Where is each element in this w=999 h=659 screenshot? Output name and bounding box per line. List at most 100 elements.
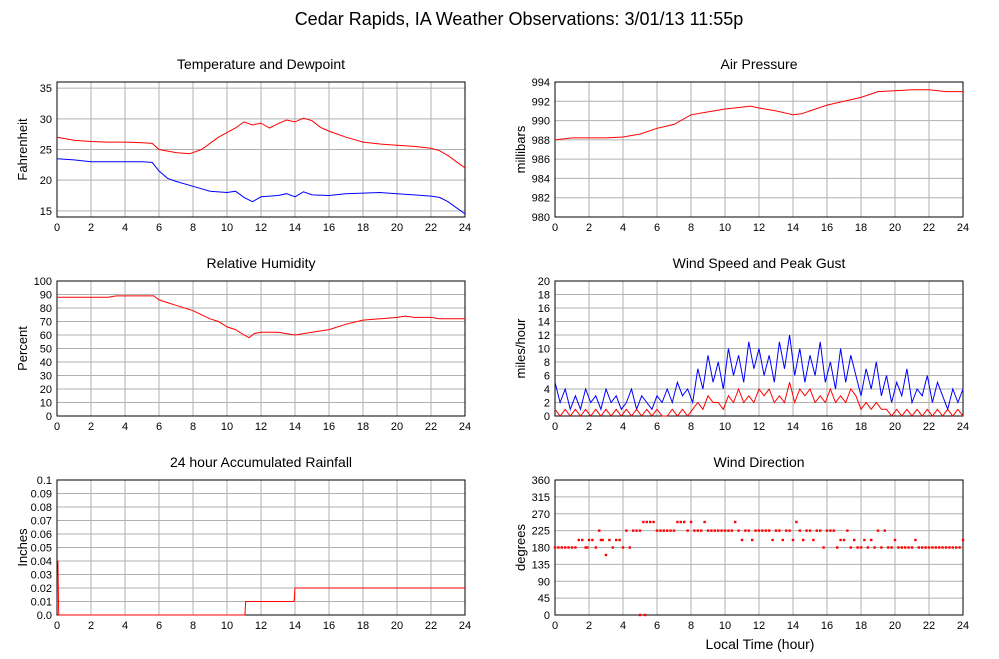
data-point [618,538,621,542]
plot-frame [554,280,964,417]
x-tick-label: 16 [323,620,335,632]
plot-frame [56,280,466,417]
data-point [961,538,965,542]
x-tick-label: 10 [719,421,731,433]
y-tick-label: 90 [538,576,550,588]
data-point [853,538,856,542]
x-axis-label: Local Time (hour) [706,636,815,652]
y-tick-label: 0.03 [31,570,52,582]
y-tick-label: 0.02 [31,583,52,595]
data-point [754,529,757,532]
data-point [599,538,603,542]
x-tick-label: 10 [221,620,233,632]
plot-frame [56,479,466,616]
data-point [683,520,686,524]
data-point [955,546,958,549]
x-tick-label: 20 [889,222,901,234]
y-tick-label: 0 [544,610,550,622]
data-point [778,529,781,532]
y-tick-label: 35 [40,83,52,95]
data-point [594,546,597,549]
data-point [795,520,798,524]
series-line-1 [554,89,963,141]
x-tick-label: 4 [620,222,626,234]
data-point [897,546,900,549]
series-line-1 [57,560,465,616]
data-point [723,529,727,532]
chart-title: Relative Humidity [207,255,316,271]
x-tick-label: 12 [753,222,765,234]
data-point [764,529,767,532]
x-tick-label: 20 [889,620,901,632]
data-point [643,613,647,617]
data-point [907,546,910,549]
x-tick-label: 0 [552,620,558,632]
x-tick-label: 22 [923,421,935,433]
series-line-2 [56,158,466,215]
x-tick-label: 12 [255,421,267,433]
chart-title: Wind Speed and Peak Gust [673,255,846,271]
data-point [655,529,659,532]
x-tick-label: 6 [156,620,162,632]
data-point [662,529,665,532]
x-tick-label: 2 [586,421,592,433]
data-point [958,546,961,549]
x-tick-label: 22 [923,620,935,632]
x-tick-label: 14 [787,222,799,234]
chart-title: Air Pressure [720,56,797,72]
data-point [768,529,771,532]
data-point [638,529,642,532]
x-tick-label: 22 [425,421,437,433]
data-point [849,546,852,549]
data-point [703,520,706,524]
data-point [924,546,927,549]
x-tick-label: 6 [156,421,162,433]
data-point [710,529,713,532]
y-tick-label: 40 [40,357,52,369]
x-tick-label: 24 [957,620,969,632]
data-point [863,538,866,542]
x-tick-label: 20 [889,421,901,433]
data-point [761,529,764,532]
data-point [730,529,733,532]
data-point [727,529,730,532]
data-point [604,553,608,557]
y-tick-label: 20 [40,175,52,187]
x-tick-label: 18 [357,222,369,234]
data-point [560,546,563,549]
data-point [577,538,580,542]
y-tick-label: 45 [538,593,550,605]
data-point [557,546,560,549]
x-tick-label: 18 [855,421,867,433]
x-tick-label: 0 [54,421,60,433]
y-tick-label: 15 [40,206,52,218]
data-point [635,529,638,532]
data-point [586,546,589,549]
y-tick-label: 982 [532,193,550,205]
x-tick-label: 0 [552,421,558,433]
x-tick-label: 16 [323,421,335,433]
data-point [686,529,689,532]
x-tick-label: 16 [821,222,833,234]
x-tick-label: 14 [289,222,301,234]
data-point [951,546,954,549]
data-point [747,529,750,532]
x-tick-label: 18 [855,222,867,234]
x-tick-label: 6 [654,421,660,433]
y-tick-label: 0.09 [31,489,52,501]
series-line-1 [57,295,465,339]
data-point [564,546,567,549]
x-tick-label: 24 [459,620,471,632]
x-tick-label: 20 [391,421,403,433]
y-tick-label: 20 [40,384,52,396]
data-point [628,546,631,549]
y-tick-label: 2 [544,398,550,410]
data-point [717,529,720,532]
y-tick-label: 4 [544,384,550,396]
x-tick-label: 8 [190,421,196,433]
x-tick-label: 4 [620,421,626,433]
y-tick-label: 992 [532,96,550,108]
